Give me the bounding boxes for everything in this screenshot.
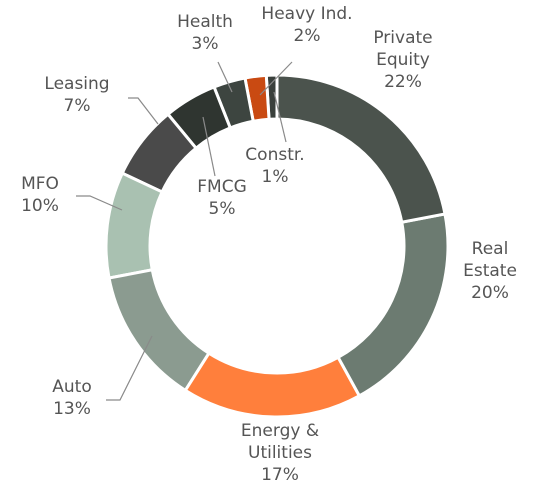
- leader-line: [106, 335, 153, 401]
- value-label: 13%: [53, 399, 91, 419]
- leader-line: [217, 61, 233, 93]
- donut-segment: [107, 268, 212, 393]
- value-label: 2%: [293, 26, 321, 46]
- leader-line: [128, 97, 159, 125]
- donut-segment: [183, 351, 362, 419]
- category-name: Energy & Utilities: [240, 421, 320, 463]
- donut-segment: [104, 171, 165, 280]
- value-label: 17%: [261, 465, 299, 485]
- value-label: 5%: [208, 199, 236, 219]
- donut-segment: [212, 76, 255, 130]
- slice-label: Leasing 7%: [32, 73, 122, 117]
- leader-line: [259, 61, 293, 96]
- slice-label: Energy & Utilities 17%: [225, 420, 335, 486]
- value-label: 1%: [261, 167, 289, 187]
- category-name: Constr.: [245, 145, 305, 165]
- donut-segment: [120, 112, 199, 194]
- value-label: 22%: [384, 72, 422, 92]
- category-name: Heavy Ind.: [261, 4, 353, 24]
- category-name: Auto: [52, 377, 92, 397]
- leader-line: [202, 116, 216, 177]
- slice-label: Constr. 1%: [230, 144, 320, 188]
- category-name: Leasing: [44, 74, 110, 94]
- value-label: 7%: [63, 96, 91, 116]
- leader-line: [76, 195, 123, 211]
- value-label: 3%: [191, 34, 219, 54]
- donut-segment: [336, 212, 450, 398]
- value-label: 10%: [21, 196, 59, 216]
- category-name: MFO: [21, 174, 59, 194]
- slice-label: FMCG 5%: [182, 176, 262, 220]
- donut-segment: [275, 73, 447, 224]
- slice-label: Heavy Ind. 2%: [252, 3, 362, 47]
- slice-label: Real Estate 20%: [455, 238, 525, 304]
- category-name: FMCG: [197, 177, 247, 197]
- category-name: Health: [177, 12, 233, 32]
- slice-label: Health 3%: [165, 11, 245, 55]
- leader-line: [273, 91, 287, 143]
- category-name: Real Estate: [463, 239, 517, 281]
- slice-label: Private Equity 22%: [363, 27, 443, 93]
- slice-label: MFO 10%: [5, 173, 75, 217]
- value-label: 20%: [471, 283, 509, 303]
- category-name: Private Equity: [373, 28, 433, 70]
- slice-label: Auto 13%: [37, 376, 107, 420]
